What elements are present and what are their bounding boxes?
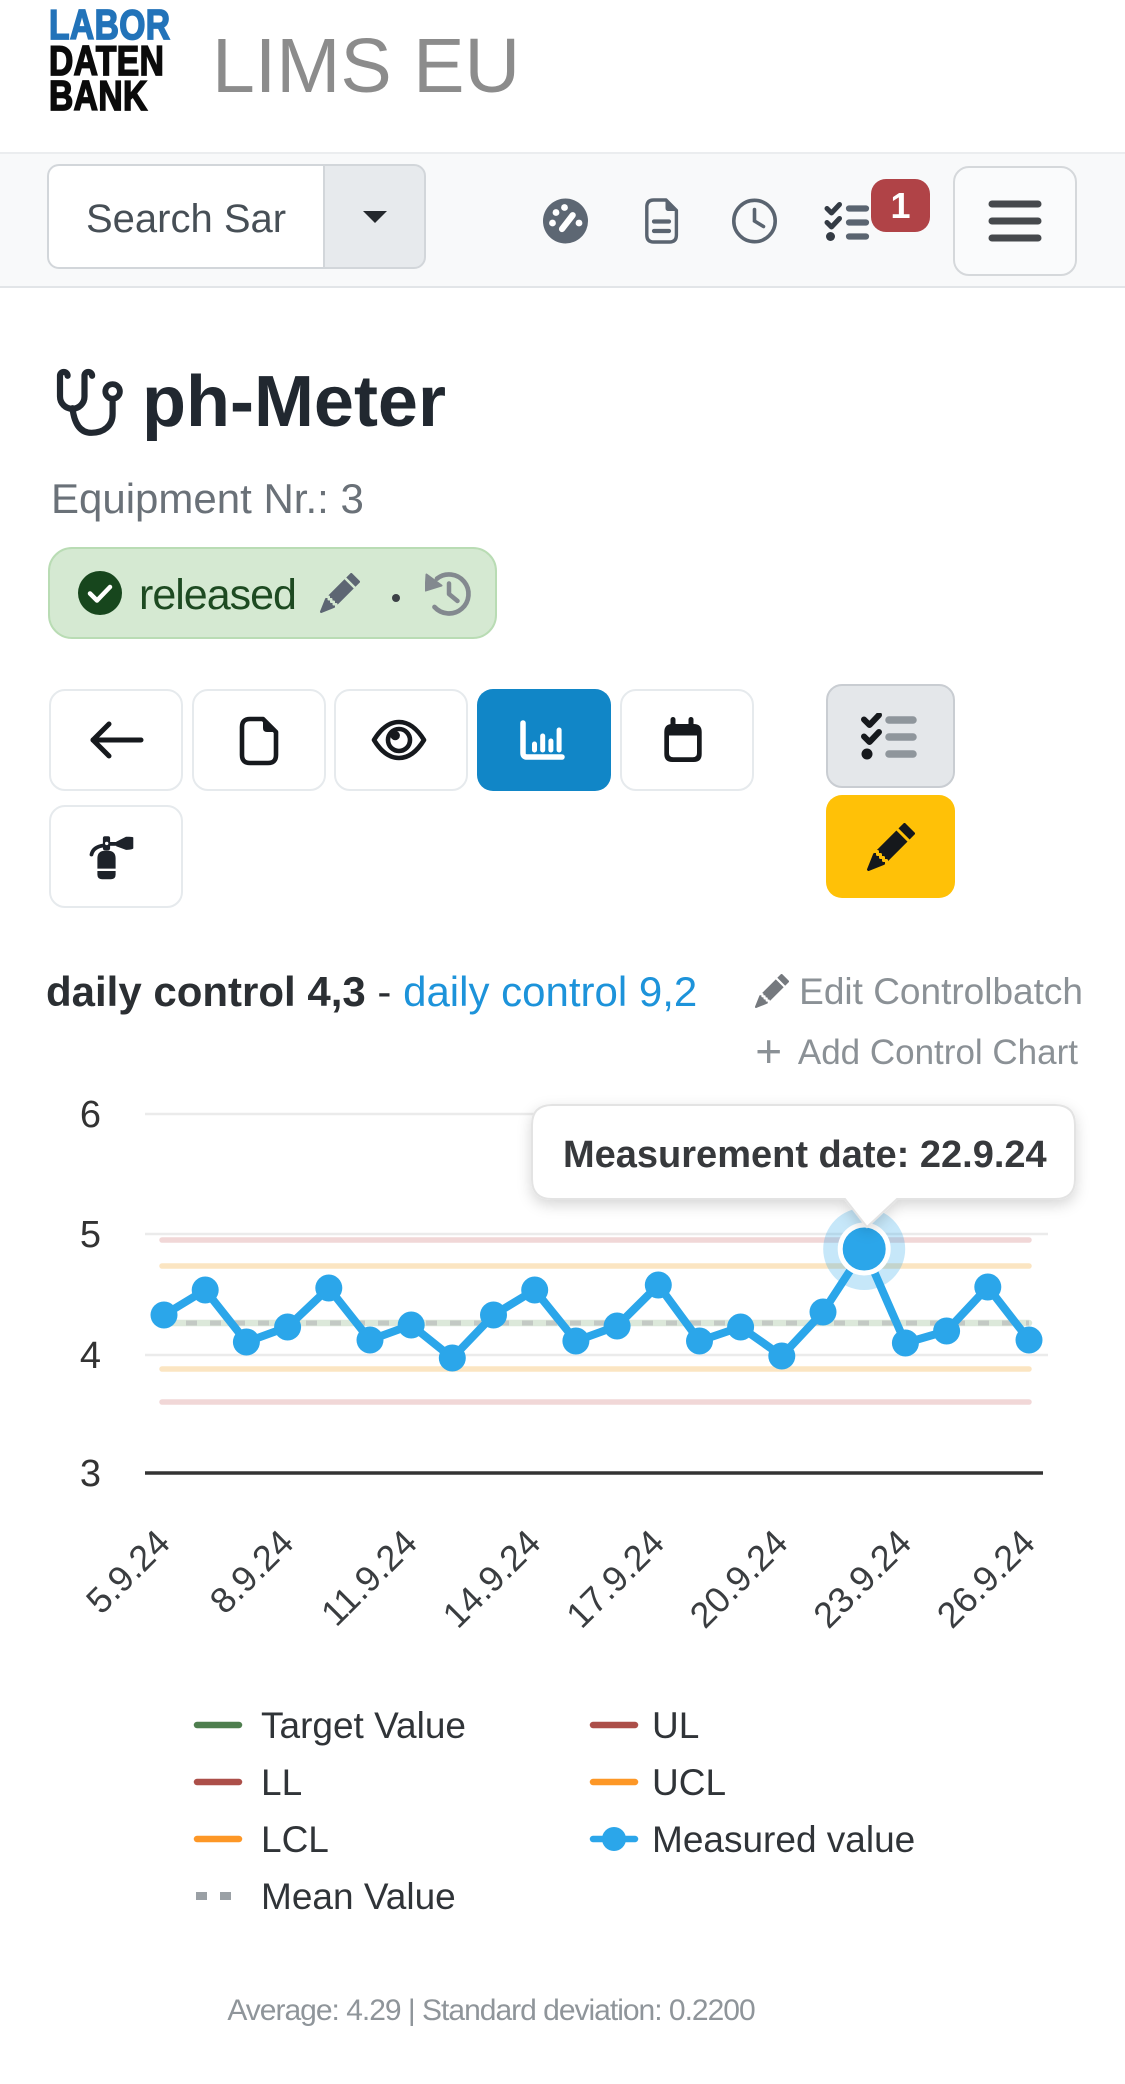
svg-text:17.9.24: 17.9.24: [558, 1522, 672, 1636]
svg-text:6: 6: [80, 1094, 101, 1136]
svg-text:26.9.24: 26.9.24: [929, 1522, 1043, 1636]
svg-text:14.9.24: 14.9.24: [434, 1522, 548, 1636]
svg-text:Mean Value: Mean Value: [261, 1876, 456, 1917]
svg-text:11.9.24: 11.9.24: [313, 1522, 425, 1634]
svg-text:Measured value: Measured value: [652, 1819, 915, 1860]
svg-text:LL: LL: [261, 1762, 302, 1803]
svg-text:LCL: LCL: [261, 1819, 329, 1860]
svg-text:Measurement date: 22.9.24: Measurement date: 22.9.24: [563, 1134, 1047, 1176]
svg-text:5.9.24: 5.9.24: [78, 1522, 178, 1622]
svg-text:UL: UL: [652, 1705, 699, 1746]
svg-text:3: 3: [80, 1453, 101, 1495]
svg-text:4: 4: [80, 1335, 101, 1377]
svg-text:5: 5: [80, 1214, 101, 1256]
svg-text:23.9.24: 23.9.24: [805, 1522, 919, 1636]
svg-text:UCL: UCL: [652, 1762, 726, 1803]
svg-text:8.9.24: 8.9.24: [201, 1522, 301, 1622]
svg-text:Target Value: Target Value: [261, 1705, 466, 1746]
svg-text:20.9.24: 20.9.24: [682, 1522, 796, 1636]
